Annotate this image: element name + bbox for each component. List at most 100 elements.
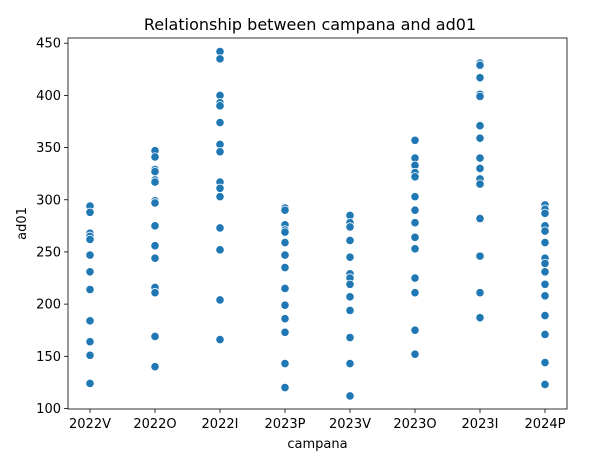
data-point (85, 234, 95, 245)
data-point (85, 250, 95, 260)
data-point (85, 350, 95, 360)
data-point (280, 314, 290, 324)
data-point (345, 305, 355, 315)
data-point (410, 205, 420, 215)
data-point (475, 133, 485, 143)
x-tick-label: 2024P (525, 417, 566, 432)
data-point (410, 192, 420, 202)
data-point (540, 291, 550, 301)
plot-frame (67, 37, 568, 410)
data-point (150, 241, 160, 251)
data-point (215, 223, 225, 233)
data-point (215, 183, 225, 193)
data-point (215, 147, 225, 157)
y-tick-label: 150 (36, 350, 61, 365)
x-tick-label: 2022O (133, 417, 176, 432)
x-tick-label: 2023P (265, 417, 306, 432)
data-point (215, 295, 225, 305)
data-point (410, 244, 420, 254)
data-point (150, 288, 160, 298)
data-point (475, 153, 485, 163)
data-point (215, 117, 225, 128)
data-point (345, 359, 355, 369)
data-point (540, 208, 550, 218)
data-points (85, 46, 550, 401)
data-point (280, 300, 290, 310)
data-point (475, 60, 485, 70)
chart-title: Relationship between campana and ad01 (144, 15, 476, 34)
data-point (410, 349, 420, 359)
data-point (85, 267, 95, 277)
data-point (410, 218, 420, 228)
data-point (345, 235, 355, 246)
data-point (150, 253, 160, 263)
x-tick-label: 2023V (329, 417, 371, 432)
data-point (280, 227, 290, 237)
y-tick-label: 300 (36, 193, 61, 208)
data-point (475, 313, 485, 323)
data-point (540, 329, 550, 339)
y-axis-label: ad01 (15, 207, 30, 240)
y-tick-label: 350 (36, 141, 61, 156)
data-point (540, 267, 550, 277)
data-point (150, 152, 160, 162)
data-point (150, 177, 160, 187)
x-axis-label: campana (287, 437, 347, 452)
y-tick-label: 250 (36, 245, 61, 260)
data-point (475, 91, 485, 102)
x-axis: 2022V 2022O 2022I 2023P 2023V 2023O 2023I 2024P (69, 409, 566, 432)
data-point (85, 337, 95, 347)
data-point (280, 205, 290, 215)
data-point (540, 258, 550, 269)
data-point (540, 279, 550, 289)
data-point (215, 245, 225, 255)
y-tick-label: 400 (36, 89, 61, 104)
data-point (410, 288, 420, 298)
data-point (410, 273, 420, 283)
data-point (475, 251, 485, 261)
data-point (280, 250, 290, 260)
data-point (85, 316, 95, 326)
y-tick-label: 450 (36, 37, 61, 52)
x-tick-label: 2023I (462, 417, 499, 432)
data-point (540, 226, 550, 236)
data-point (150, 362, 160, 372)
data-point (540, 357, 550, 368)
data-point (85, 378, 95, 389)
data-point (280, 327, 290, 337)
data-point (215, 335, 225, 345)
x-tick-label: 2023O (393, 417, 436, 432)
data-point (410, 172, 420, 182)
data-point (280, 262, 290, 273)
data-point (475, 288, 485, 298)
data-point (345, 391, 355, 401)
x-tick-label: 2022V (69, 417, 111, 432)
data-point (150, 198, 160, 208)
data-point (345, 252, 355, 262)
data-point (215, 192, 225, 202)
data-point (475, 213, 485, 224)
data-point (280, 283, 290, 294)
data-point (345, 332, 355, 343)
data-point (280, 359, 290, 369)
y-tick-label: 100 (36, 402, 61, 417)
data-point (150, 221, 160, 231)
data-point (540, 379, 550, 390)
data-point (475, 121, 485, 131)
data-point (345, 222, 355, 232)
data-point (540, 237, 550, 248)
data-point (150, 331, 160, 342)
data-point (475, 163, 485, 174)
y-axis: 100 150 200 250 300 350 400 450 (36, 37, 68, 417)
x-tick-label: 2022I (202, 417, 239, 432)
data-point (475, 179, 485, 189)
data-point (345, 292, 355, 302)
data-point (85, 207, 95, 217)
data-point (215, 54, 225, 64)
y-tick-label: 200 (36, 298, 61, 313)
data-point (475, 73, 485, 83)
data-point (280, 237, 290, 248)
data-point (215, 101, 225, 111)
